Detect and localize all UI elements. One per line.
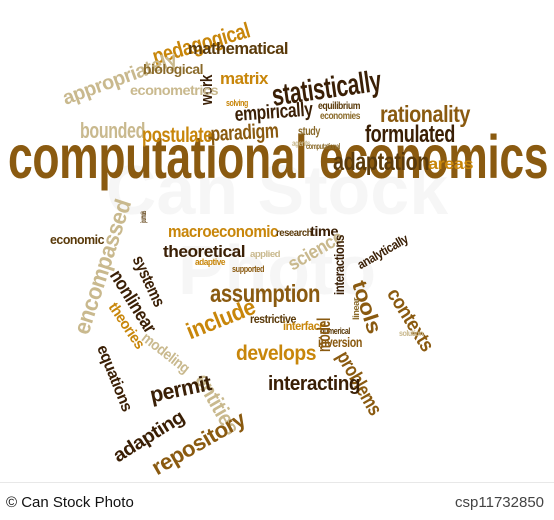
word-theoretical: theoretical (163, 242, 246, 261)
word-model: model (314, 318, 334, 352)
word-solving: solving (226, 98, 248, 108)
word-adaptive: adaptive (195, 257, 226, 267)
word-restrictive: restrictive (250, 312, 297, 326)
word-research: research (276, 228, 313, 239)
word-formulated: formulated (365, 121, 455, 148)
word-applied: applied (250, 249, 281, 259)
image-id-label: csp11732850 (455, 494, 544, 511)
word-paradigm: paradigm (209, 119, 280, 146)
word-adaptation: adaptation (333, 148, 430, 176)
word-postulate: postulate (142, 124, 213, 147)
word-rationality: rationality (380, 101, 471, 127)
word-assumption: assumption (210, 280, 320, 308)
word-contexts: contexts (382, 284, 438, 356)
word-econometrics: econometrics (130, 82, 219, 98)
word-bounded: bounded (80, 118, 145, 143)
word-numerical: numerical (320, 326, 351, 336)
footer-bar: © Can Stock Photo csp11732850 (0, 482, 554, 520)
word-economies: economies (320, 111, 361, 122)
word-time: time (310, 223, 339, 239)
word-macroeconomic: macroeconomic (168, 222, 279, 241)
word-equations: equations (93, 342, 136, 414)
word-study: study (298, 124, 320, 138)
word-economic: economic (50, 232, 105, 247)
word-computational: computational (306, 142, 341, 151)
word-inversion: inversion (318, 334, 363, 350)
word-linear: linear (351, 297, 361, 320)
word-mathematical: mathematical (188, 39, 289, 58)
word-agents: agents (292, 139, 311, 148)
word-computational-economics: computational economics (8, 123, 549, 191)
word-cloud: Can Stock Photo computational economicsp… (8, 18, 549, 480)
word-modeling: modeling (138, 329, 193, 378)
word-biological: biological (143, 61, 203, 77)
word-equilibrium: equilibrium (318, 101, 361, 112)
word-journals: journals (139, 211, 148, 223)
word-analytically: analytically (354, 231, 411, 273)
word-interactions: interactions (331, 234, 347, 295)
word-appropriately: appropriately (59, 48, 180, 110)
word-supported: supported (232, 264, 264, 274)
word-matrix: matrix (220, 69, 268, 88)
word-solution: solution (399, 329, 423, 338)
word-areas: areas (428, 156, 474, 173)
word-interface: interface (283, 319, 325, 333)
copyright-label: © Can Stock Photo (6, 494, 134, 511)
word-interacting: interacting (268, 373, 361, 395)
word-develops: develops (236, 342, 316, 365)
